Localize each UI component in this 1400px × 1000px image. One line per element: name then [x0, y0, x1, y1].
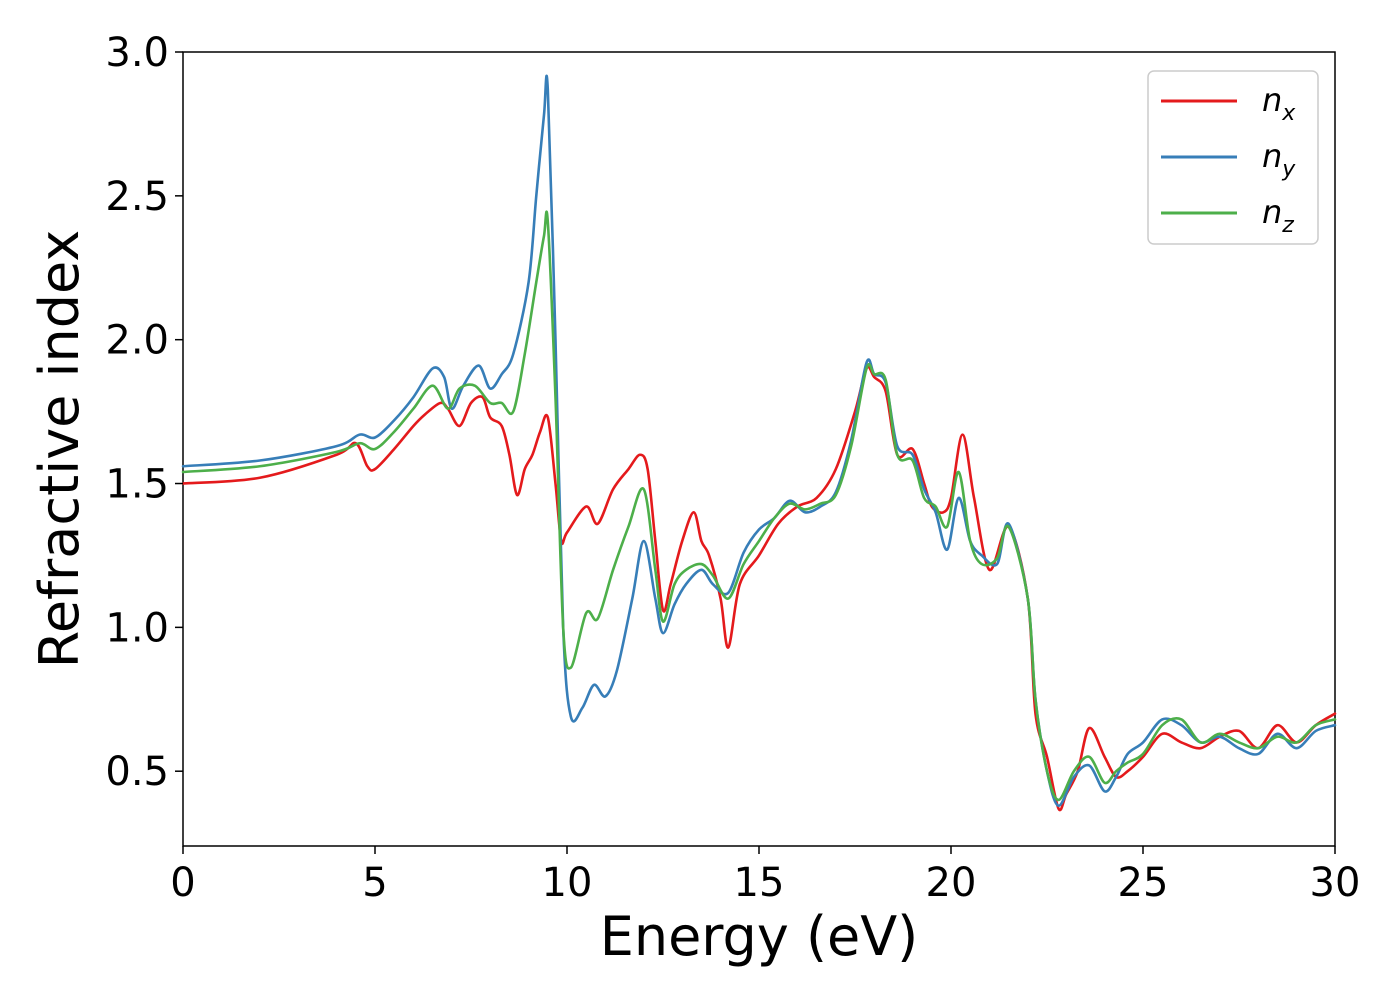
x-axis-title: Energy (eV): [600, 905, 919, 968]
x-tick-label: 30: [1310, 860, 1361, 906]
x-tick-label: 5: [362, 860, 387, 906]
ticks-layer: 0 5 10 15 20 25 30 0.5 1.0 1.5 2.0 2.5 3.0: [105, 30, 1360, 906]
x-tick-label: 10: [542, 860, 593, 906]
legend: nx ny nz: [1147, 70, 1319, 245]
legend-label-n-x: nx: [1262, 81, 1296, 126]
y-tick-label: 1.0: [105, 605, 169, 651]
series-line-n-y: [181, 74, 1337, 808]
y-axis-title: Refractive index: [28, 230, 91, 669]
series-line-n-x: [181, 365, 1337, 812]
y-tick-label: 2.5: [105, 174, 169, 220]
series-line-n-z: [181, 210, 1337, 802]
legend-label-n-z: nz: [1262, 193, 1294, 238]
y-tick-label: 1.5: [105, 462, 169, 508]
y-tick-label: 2.0: [105, 318, 169, 364]
series-layer: [181, 74, 1337, 812]
legend-label-n-y: ny: [1262, 137, 1296, 182]
x-tick-label: 0: [170, 860, 195, 906]
x-tick-label: 25: [1118, 860, 1169, 906]
x-tick-label: 15: [734, 860, 785, 906]
y-tick-label: 0.5: [105, 749, 169, 795]
x-tick-label: 20: [926, 860, 977, 906]
y-tick-label: 3.0: [105, 30, 169, 76]
